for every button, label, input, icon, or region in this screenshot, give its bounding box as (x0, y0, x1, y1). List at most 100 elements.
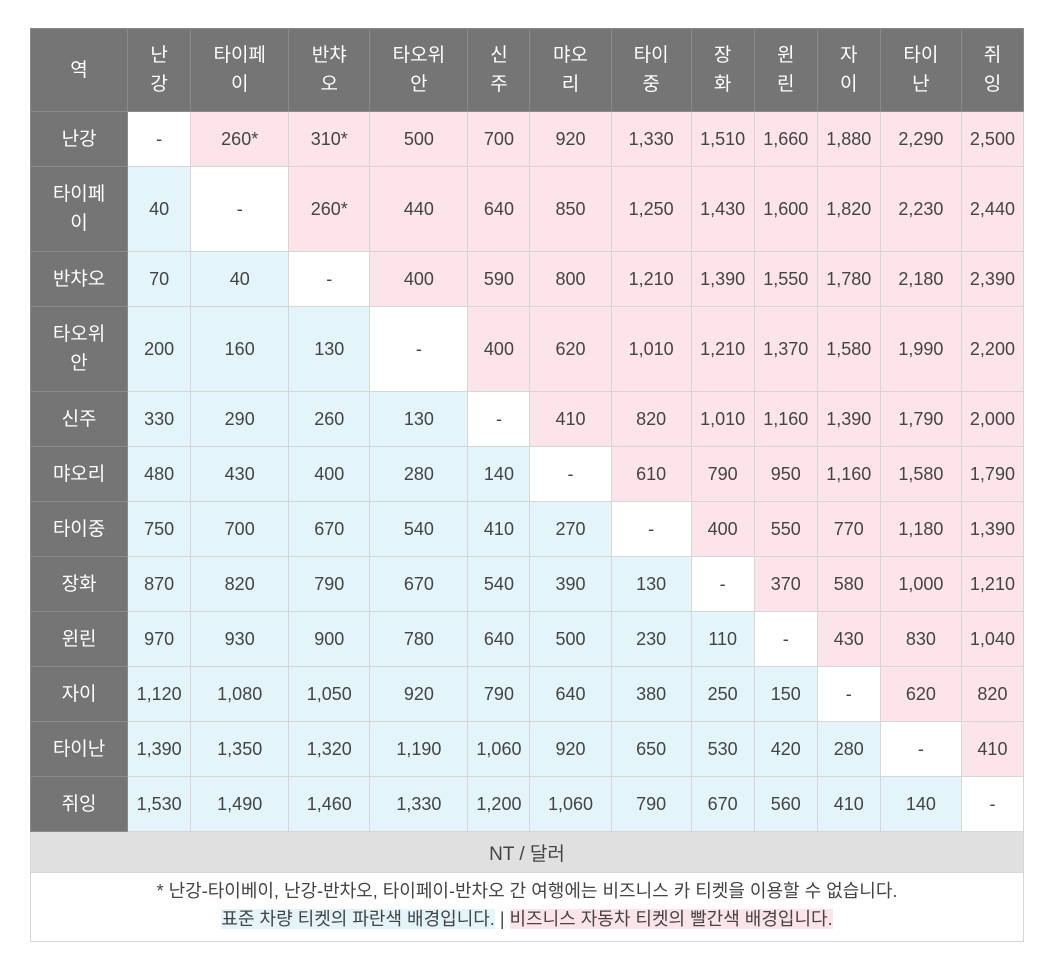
column-header: 장 화 (690, 28, 755, 112)
row-header: 난강 (29, 111, 129, 167)
standard-fare-cell: 790 (467, 666, 531, 722)
standard-fare-cell: 410 (467, 501, 531, 557)
table-row: 타오위 안 200 160 130-400 620 1,010 1,210 1,370 1,58… (29, 306, 1025, 392)
standard-fare-cell: 640 (529, 666, 612, 722)
business-fare-cell: 620 (879, 666, 962, 722)
business-fare-cell: 1,390 (960, 501, 1025, 557)
business-fare-cell: 580 (816, 556, 881, 612)
currency-unit: NT / 달러 (30, 831, 1024, 873)
standard-fare-cell: 560 (753, 776, 818, 832)
business-fare-cell: 820 (610, 391, 692, 447)
standard-fare-cell: 1,530 (127, 776, 192, 832)
same-station-cell: - (610, 501, 692, 557)
business-fare-cell: 1,040 (960, 611, 1025, 667)
business-fare-cell: 1,210 (690, 306, 755, 392)
business-fare-cell: 1,000 (879, 556, 962, 612)
business-fare-cell: 410 (960, 721, 1025, 777)
standard-fare-cell: 920 (369, 666, 469, 722)
business-fare-cell: 610 (610, 446, 692, 502)
standard-fare-cell: 650 (610, 721, 692, 777)
business-fare-cell: 2,000 (960, 391, 1025, 447)
row-header: 반챠오 (29, 251, 129, 307)
table-row: 먀오리 480 430 400 280 140-610 790 950 1,160 1,580 1,… (29, 446, 1025, 502)
business-fare-cell: 310* (288, 111, 371, 167)
business-fare-cell: 1,160 (753, 391, 818, 447)
same-station-cell: - (190, 166, 290, 252)
legend-line: 표준 차량 티켓의 파란색 배경입니다. | 비즈니스 자동차 티켓의 빨간색 … (31, 905, 1023, 933)
standard-fare-cell: 1,190 (369, 721, 469, 777)
column-header: 타이페 이 (190, 28, 290, 112)
business-fare-cell: 1,010 (690, 391, 755, 447)
standard-fare-cell: 400 (288, 446, 371, 502)
row-header: 타이난 (29, 721, 129, 777)
standard-fare-cell: 280 (369, 446, 469, 502)
standard-fare-cell: 1,080 (190, 666, 290, 722)
table-row: 반챠오 70 40-400 590 800 1,210 1,390 1,550 1,780 2,1… (29, 251, 1025, 307)
same-station-cell: - (960, 776, 1025, 832)
standard-fare-cell: 970 (127, 611, 192, 667)
business-fare-cell: 550 (753, 501, 818, 557)
table-row: 장화 870 820 790 670 540 390 130-370 580 1,000 1,210 (29, 556, 1025, 612)
standard-fare-cell: 40 (190, 251, 290, 307)
same-station-cell: - (467, 391, 531, 447)
standard-fare-cell: 280 (816, 721, 881, 777)
business-fare-cell: 1,390 (816, 391, 881, 447)
standard-fare-cell: 260 (288, 391, 371, 447)
business-fare-cell: 2,440 (960, 166, 1025, 252)
same-station-cell: - (127, 111, 192, 167)
standard-fare-cell: 430 (190, 446, 290, 502)
standard-fare-cell: 130 (610, 556, 692, 612)
business-fare-cell: 500 (369, 111, 469, 167)
row-header: 타오위 안 (29, 306, 129, 392)
standard-fare-cell: 1,320 (288, 721, 371, 777)
business-fare-cell: 820 (960, 666, 1025, 722)
table-row: 윈린 970 930 900 780 640 500 230 110-430 830 1,040 (29, 611, 1025, 667)
column-header: 타오위 안 (369, 28, 469, 112)
same-station-cell: - (288, 251, 371, 307)
business-fare-cell: 800 (529, 251, 612, 307)
business-fare-cell: 1,370 (753, 306, 818, 392)
standard-fare-cell: 540 (369, 501, 469, 557)
table-row: 자이 1,120 1,080 1,050 920 790 640 380 250 150-620 8… (29, 666, 1025, 722)
legend-separator: | (494, 909, 510, 929)
standard-fare-cell: 750 (127, 501, 192, 557)
table-row: 쥐잉 1,530 1,490 1,460 1,330 1,200 1,060 790 670 56… (29, 776, 1025, 832)
same-station-cell: - (529, 446, 612, 502)
business-fare-cell: 410 (529, 391, 612, 447)
standard-fare-cell: 1,390 (127, 721, 192, 777)
business-unavailable-note: * 난강-타이베이, 난강-반차오, 타이페이-반차오 간 여행에는 비즈니스 … (156, 881, 898, 901)
standard-fare-cell: 150 (753, 666, 818, 722)
same-station-cell: - (816, 666, 881, 722)
column-header: 쥐 잉 (960, 28, 1025, 112)
business-fare-cell: 1,510 (690, 111, 755, 167)
standard-fare-cell: 480 (127, 446, 192, 502)
business-fare-cell: 400 (369, 251, 469, 307)
business-fare-cell: 400 (467, 306, 531, 392)
business-fare-cell: 1,010 (610, 306, 692, 392)
standard-fare-cell: 700 (190, 501, 290, 557)
standard-fare-cell: 70 (127, 251, 192, 307)
business-fare-cell: 1,180 (879, 501, 962, 557)
business-fare-cell: 370 (753, 556, 818, 612)
standard-fare-cell: 250 (690, 666, 755, 722)
standard-fare-cell: 930 (190, 611, 290, 667)
table-row: 타이페 이 40-260* 440 640 850 1,250 1,430 1,600 1,82… (29, 166, 1025, 252)
standard-fare-cell: 1,330 (369, 776, 469, 832)
standard-fare-cell: 920 (529, 721, 612, 777)
business-fare-cell: 1,790 (879, 391, 962, 447)
business-fare-cell: 1,160 (816, 446, 881, 502)
business-fare-cell: 620 (529, 306, 612, 392)
standard-fare-cell: 1,490 (190, 776, 290, 832)
row-header: 쥐잉 (29, 776, 129, 832)
column-header: 신 주 (467, 28, 531, 112)
business-fare-cell: 830 (879, 611, 962, 667)
business-fare-cell: 2,500 (960, 111, 1025, 167)
business-fare-cell: 2,180 (879, 251, 962, 307)
business-fare-cell: 920 (529, 111, 612, 167)
business-fare-cell: 2,230 (879, 166, 962, 252)
standard-fare-cell: 1,060 (467, 721, 531, 777)
business-fare-cell: 850 (529, 166, 612, 252)
column-header: 자 이 (816, 28, 881, 112)
